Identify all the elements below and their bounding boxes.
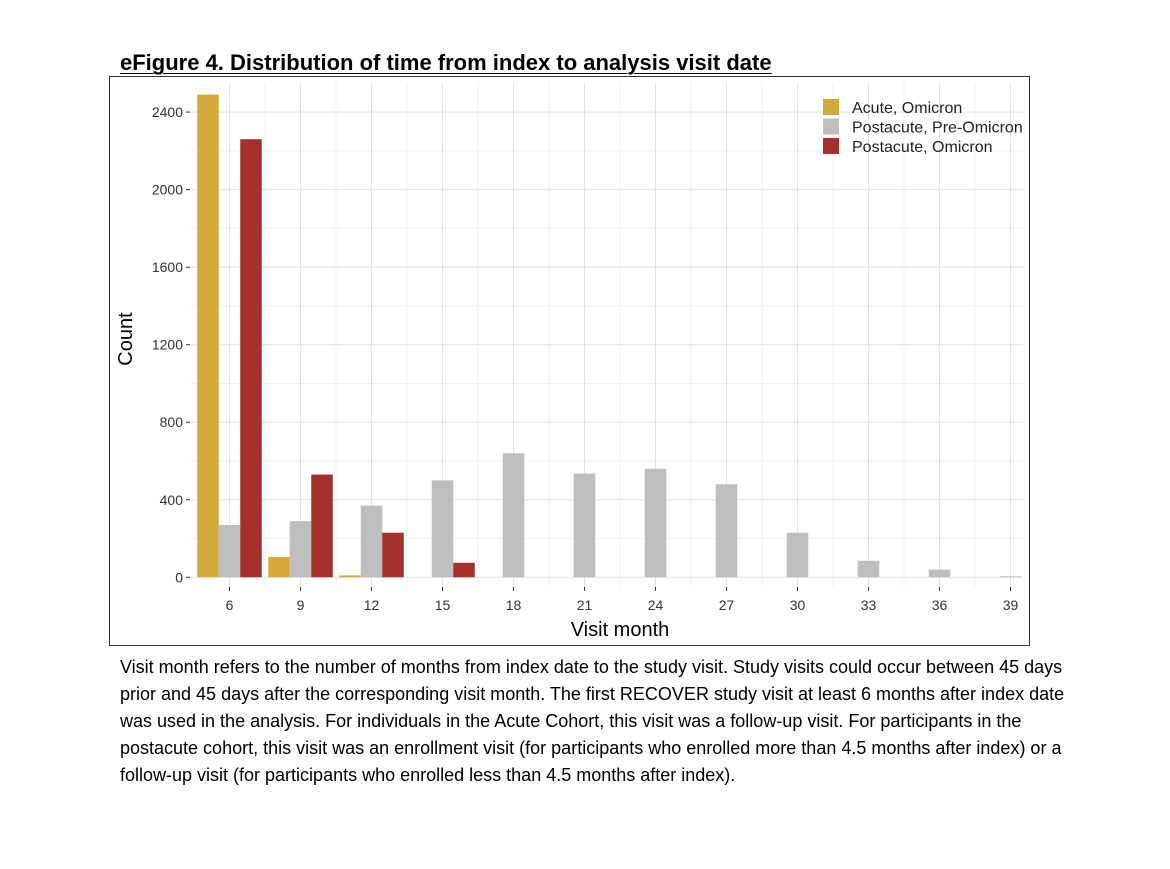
- bar: [453, 562, 475, 578]
- y-tick-label: 2000: [152, 182, 183, 198]
- bar: [268, 556, 290, 578]
- y-tick-label: 0: [175, 569, 183, 585]
- y-tick-label: 1200: [152, 337, 183, 353]
- y-tick-label: 1600: [152, 259, 183, 275]
- x-axis-title: Visit month: [571, 619, 670, 641]
- bar: [311, 474, 333, 578]
- bar: [502, 453, 525, 578]
- legend-label: Postacute, Pre-Omicron: [852, 120, 1023, 137]
- legend-label: Acute, Omicron: [852, 100, 962, 117]
- legend-swatch: [823, 138, 839, 154]
- x-tick-label: 27: [719, 597, 735, 613]
- bar: [289, 521, 312, 578]
- chart-panel: 0 400 800 1200 1600 2000 2400 6 9 12 15 18 21 24 27 30 3…: [109, 76, 1030, 646]
- legend-swatch: [823, 118, 839, 135]
- x-tick-label: 39: [1003, 597, 1019, 613]
- x-tick-label: 6: [226, 597, 234, 613]
- x-tick-label: 18: [506, 597, 522, 613]
- bar: [999, 576, 1022, 578]
- bar: [218, 524, 241, 578]
- bar-chart: 0 400 800 1200 1600 2000 2400 6 9 12 15 18 21 24 27 30 3…: [115, 83, 1023, 641]
- bar: [240, 139, 262, 578]
- figure-title: eFigure 4. Distribution of time from ind…: [120, 50, 772, 75]
- bar: [715, 484, 738, 578]
- x-tick-label: 15: [435, 597, 451, 613]
- bar: [339, 575, 361, 578]
- bar: [360, 505, 383, 578]
- bar: [431, 480, 454, 578]
- y-tick-label: 800: [160, 414, 184, 430]
- figure-caption: Visit month refers to the number of mont…: [120, 657, 1065, 785]
- x-tick-label: 24: [648, 597, 664, 613]
- x-tick-label: 30: [790, 597, 806, 613]
- x-tick-label: 9: [297, 597, 305, 613]
- bar: [197, 94, 219, 578]
- legend-swatch: [823, 99, 839, 115]
- bar: [857, 560, 880, 578]
- legend-label: Postacute, Omicron: [852, 139, 993, 156]
- x-tick-label: 33: [861, 597, 877, 613]
- bar: [644, 468, 667, 578]
- bar: [928, 569, 951, 578]
- bar: [382, 532, 404, 578]
- x-tick-label: 21: [577, 597, 593, 613]
- y-tick-label: 400: [160, 492, 184, 508]
- x-tick-label: 12: [364, 597, 380, 613]
- bar: [786, 532, 809, 578]
- y-tick-label: 2400: [152, 104, 183, 120]
- x-tick-label: 36: [932, 597, 948, 613]
- bar: [573, 473, 596, 578]
- y-axis-title: Count: [115, 312, 137, 366]
